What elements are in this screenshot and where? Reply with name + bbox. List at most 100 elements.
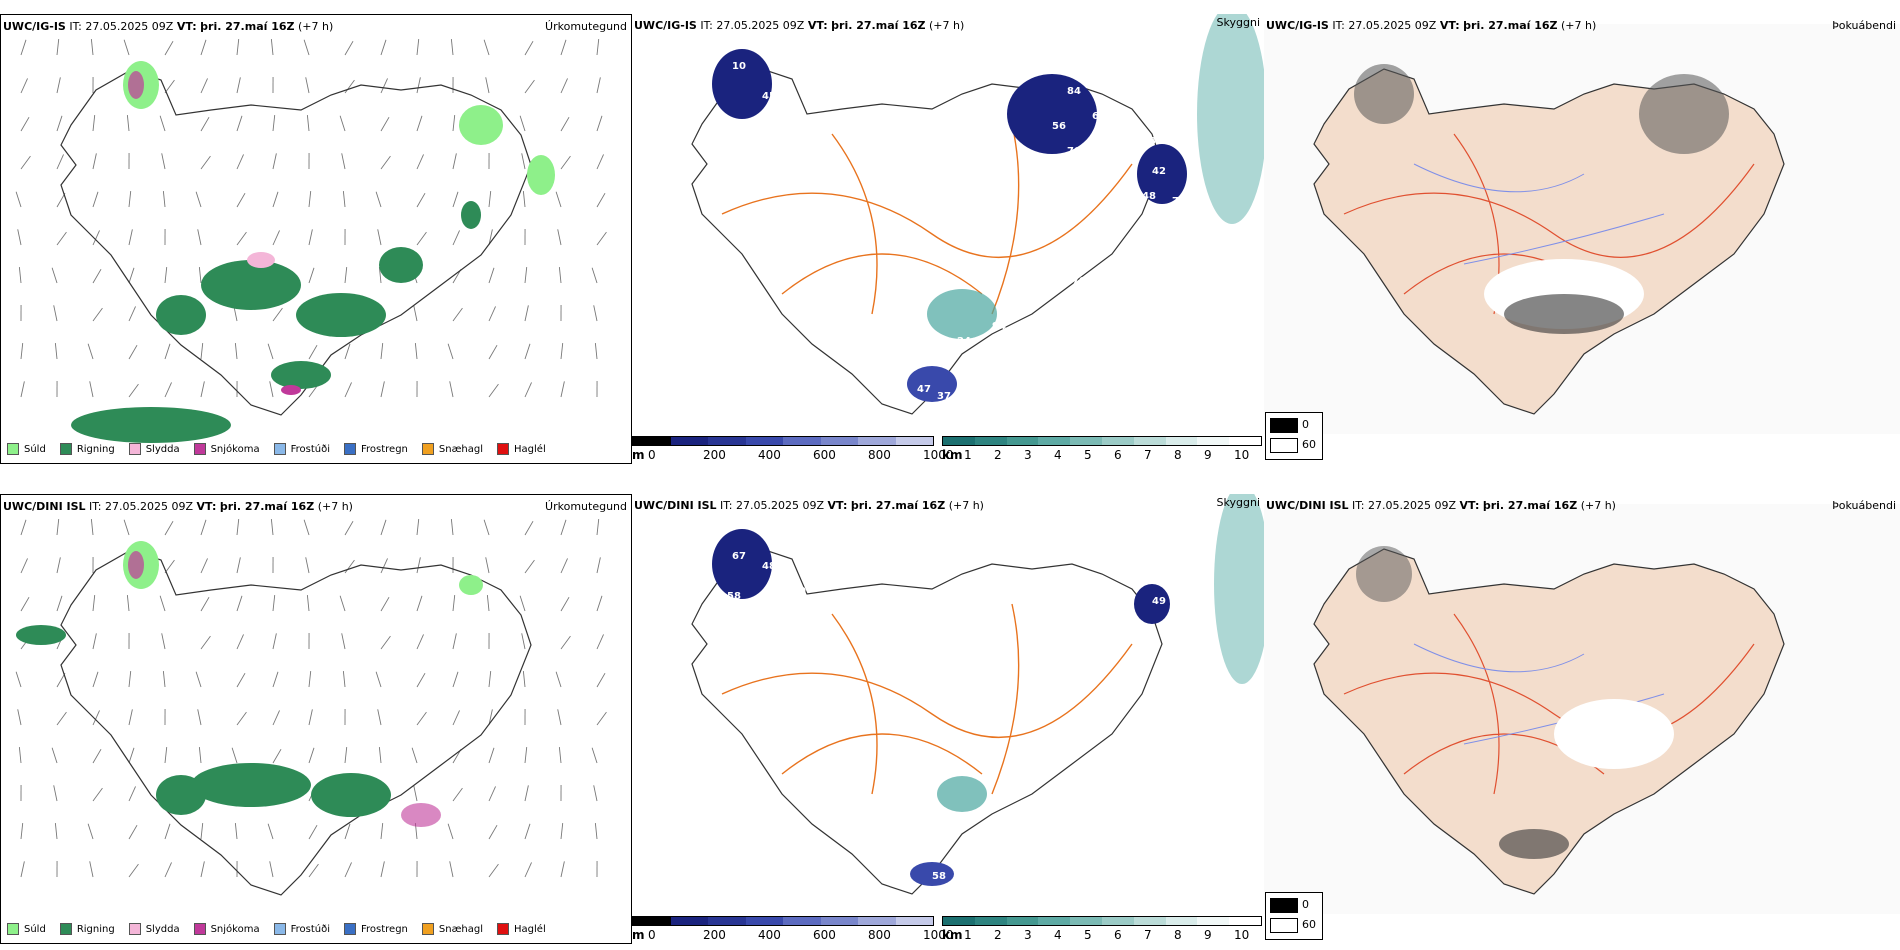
wind-barb	[596, 77, 601, 94]
wind-barb	[20, 519, 27, 536]
vis-tick-label: 2	[994, 448, 1002, 462]
wind-barb	[560, 596, 570, 612]
cloud-base-label: 60	[792, 116, 806, 127]
wind-barb	[449, 381, 454, 398]
wind-barb	[524, 862, 532, 878]
legend-swatch	[421, 443, 434, 455]
wind-barb	[159, 115, 166, 132]
wind-barb	[123, 39, 130, 56]
wind-barb	[20, 155, 31, 170]
height-tick-label: 0	[648, 448, 656, 462]
wind-barb	[560, 823, 564, 840]
wind-barb	[416, 77, 421, 94]
fog-legend-label: 60	[1302, 918, 1316, 931]
wind-barb	[305, 77, 310, 94]
height-tick-label: 400	[758, 448, 781, 462]
wind-barb	[452, 191, 459, 208]
cloud-base-label: 48	[762, 561, 776, 572]
wind-barb	[377, 709, 382, 726]
wind-barb	[236, 557, 241, 574]
cloud-base-label: 58	[932, 871, 946, 882]
wind-barb	[344, 823, 351, 840]
wind-barb	[452, 671, 459, 688]
wind-barb	[488, 383, 499, 398]
wind-barb	[596, 711, 607, 726]
vis-tick-label: 9	[1204, 448, 1212, 462]
fog-legend-top: 0 60	[1265, 412, 1323, 460]
wind-barb	[594, 823, 598, 840]
wind-barb	[416, 231, 427, 246]
wind-barb	[126, 595, 130, 612]
wind-barb	[272, 230, 280, 246]
wind-barb	[416, 192, 426, 208]
precip-map-top	[15, 39, 607, 443]
vis-tick-label: 10	[1234, 448, 1250, 462]
visibility-map-bottom: 67 48 60 58 49 10 58	[691, 494, 1264, 895]
cloud-base-label: 24	[957, 336, 971, 347]
wind-barb	[593, 785, 598, 802]
legend-item: Frostúði	[273, 443, 330, 455]
wind-barb	[56, 154, 64, 170]
wind-barb	[56, 557, 61, 574]
wind-barb	[485, 77, 490, 94]
wind-barb	[164, 40, 174, 56]
wind-barb	[519, 595, 526, 612]
wind-barb	[557, 229, 562, 246]
wind-barb	[236, 711, 247, 726]
wind-barb	[56, 77, 61, 94]
wind-barb	[272, 671, 279, 688]
wind-barb	[447, 823, 454, 840]
wind-barb	[20, 78, 28, 94]
wind-barb	[164, 343, 171, 360]
wind-barb	[234, 823, 238, 840]
panel-title: Skyggni	[1216, 16, 1260, 29]
legend-item: Slydda	[128, 923, 180, 935]
vis-tick-label: 5	[1084, 928, 1092, 942]
wind-barb	[344, 382, 352, 398]
vis-tick-label: 6	[1114, 928, 1122, 942]
vis-unit: km	[942, 448, 963, 462]
wind-barb	[596, 557, 601, 574]
wind-barb	[128, 306, 136, 322]
legend-swatch	[59, 923, 72, 935]
wind-barb	[195, 191, 202, 208]
wind-barb	[596, 672, 606, 688]
panel-header: UWC/IG-IS IT: 27.05.2025 09Z VT: þri. 27…	[634, 19, 965, 32]
wind-barb	[162, 191, 166, 208]
wind-barb	[524, 382, 532, 398]
wind-barb	[450, 39, 454, 56]
legend-item: Frostregn	[344, 443, 408, 455]
precip-panel-top: UWC/IG-IS IT: 27.05.2025 09Z VT: þri. 27…	[0, 14, 632, 464]
wind-barb	[560, 116, 570, 132]
wind-barb	[20, 39, 27, 56]
legend-label: Slydda	[145, 443, 180, 455]
legend-item: Snjókoma	[193, 443, 260, 455]
wind-barb	[560, 78, 568, 94]
wind-barb	[56, 39, 60, 56]
wind-barb	[305, 557, 310, 574]
wind-barb	[416, 711, 427, 726]
fog-panel-bottom: UWC/DINI ISL IT: 27.05.2025 09Z VT: þri.…	[1264, 494, 1900, 944]
wind-barb	[416, 519, 420, 536]
wind-barb	[272, 115, 276, 132]
wind-barb	[234, 343, 238, 360]
wind-barb	[306, 595, 310, 612]
panel-title: Skyggni	[1216, 496, 1260, 509]
wind-barb	[128, 747, 135, 764]
wind-barb	[339, 595, 346, 612]
wind-barb	[596, 154, 604, 170]
wind-barb	[485, 557, 490, 574]
wind-barb	[378, 267, 382, 284]
wind-barb	[269, 861, 274, 878]
legend-label: Snæhagl	[438, 443, 484, 455]
wind-barb	[488, 863, 499, 878]
panel-header: UWC/DINI ISL IT: 27.05.2025 09Z VT: þri.…	[1266, 499, 1616, 512]
wind-barb	[20, 116, 30, 132]
legend-label: Frostregn	[361, 443, 408, 455]
wind-barb	[128, 786, 136, 802]
cloud-base-label: 76	[1172, 196, 1186, 207]
wind-barb	[128, 824, 138, 840]
wind-barb	[20, 823, 24, 840]
legend-label: Rigning	[76, 923, 115, 935]
wind-barb	[200, 78, 208, 94]
